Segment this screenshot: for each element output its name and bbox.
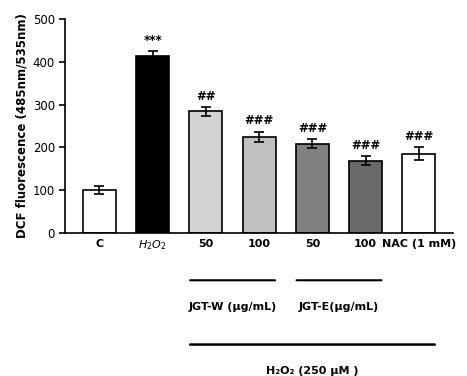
Text: ##: ## [196,90,216,103]
Text: ***: *** [143,34,162,47]
Bar [190,111,222,233]
Text: ###: ### [404,130,433,143]
Bar [83,190,116,233]
Y-axis label: DCF fluorescence (485nm/535nm): DCF fluorescence (485nm/535nm) [15,14,28,238]
Bar [296,144,329,233]
Bar [403,154,435,233]
Bar [136,56,169,233]
Text: ###: ### [245,114,274,127]
Text: JGT-W (μg/mL): JGT-W (μg/mL) [189,302,276,312]
Bar [243,136,276,233]
Text: ###: ### [351,139,380,152]
Text: ###: ### [298,122,327,135]
Text: JGT-E(μg/mL): JGT-E(μg/mL) [299,302,379,312]
Text: H₂O₂ (250 μM ): H₂O₂ (250 μM ) [266,366,359,376]
Bar [349,161,382,233]
